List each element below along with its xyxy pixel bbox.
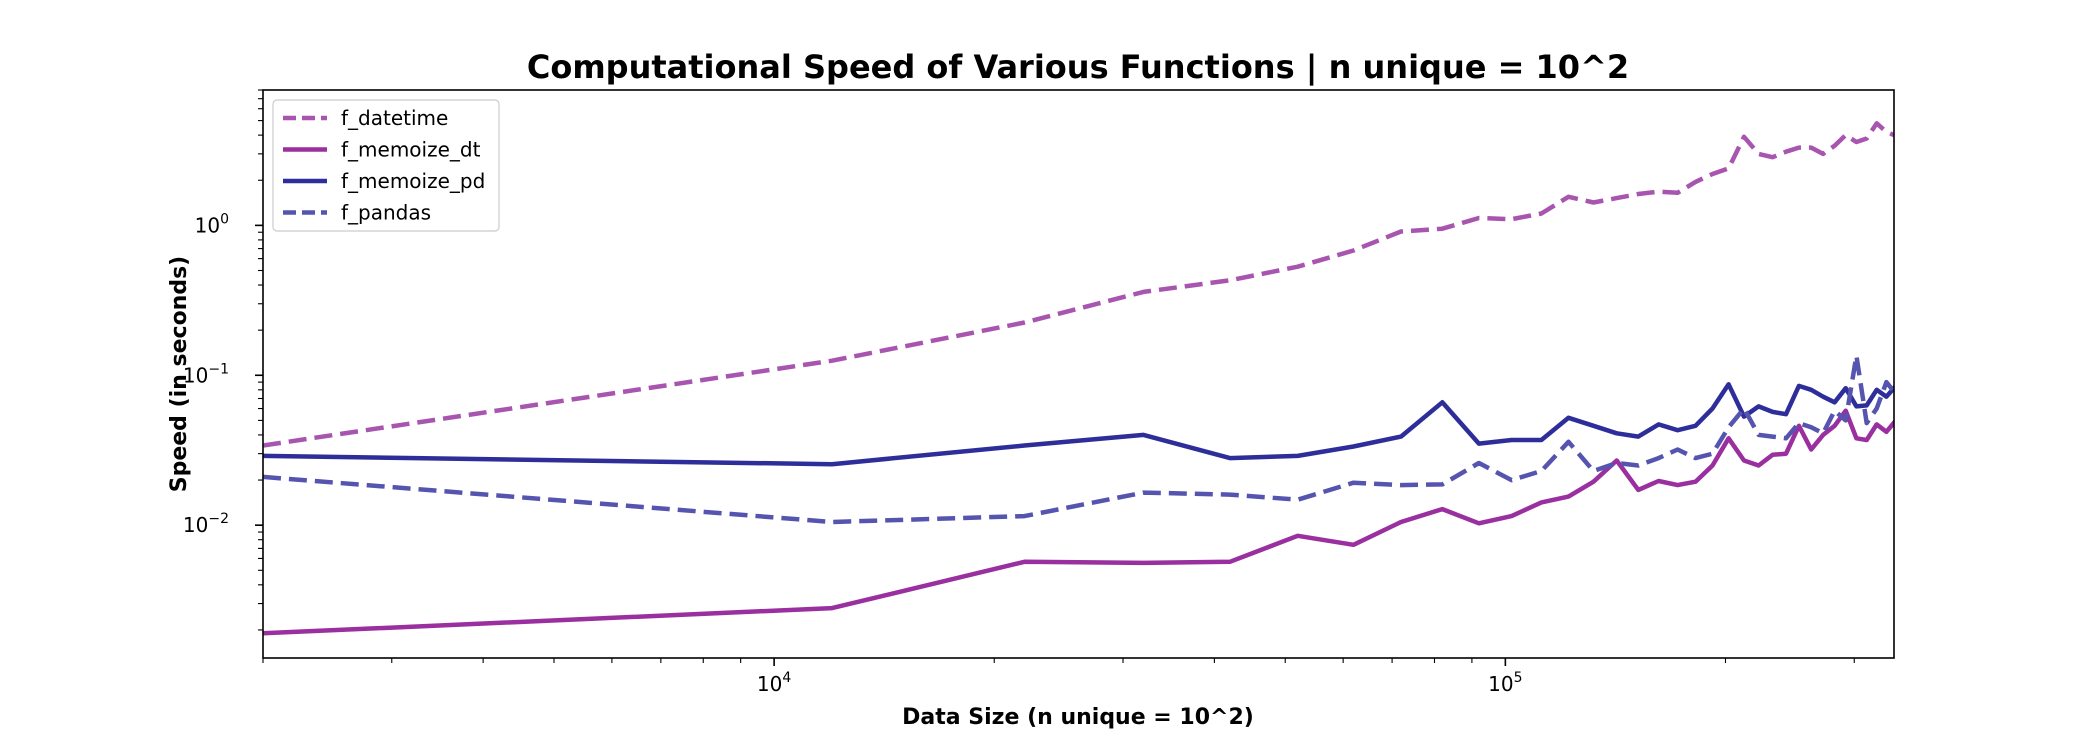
y-axis-label: Speed (in seconds) xyxy=(167,256,192,493)
plot-area-frame xyxy=(262,89,1895,659)
legend-label-f_datetime: f_datetime xyxy=(341,106,448,130)
y-axis: 10−2 10−1 100 xyxy=(183,89,263,631)
series-layer xyxy=(263,121,1894,636)
series-line-f_datetime xyxy=(263,121,1894,448)
x-tick-label: 104 xyxy=(757,670,791,696)
legend-label-f_memoize_dt: f_memoize_dt xyxy=(341,138,481,162)
chart-title: Computational Speed of Various Functions… xyxy=(527,48,1629,87)
legend-frame xyxy=(272,99,500,232)
legend-label-f_pandas: f_pandas xyxy=(341,201,431,225)
legend: f_datetime f_memoize_dt f_memoize_pd f_pand… xyxy=(272,99,500,232)
x-axis: 104 105 xyxy=(262,658,1855,696)
y-tick-label: 100 xyxy=(195,211,229,237)
series-line-f_pandas xyxy=(263,353,1894,525)
y-tick-label: 10−2 xyxy=(183,511,229,537)
x-tick-label: 105 xyxy=(1488,670,1522,696)
series-line-f_memoize_dt xyxy=(263,408,1894,636)
legend-label-f_memoize_pd: f_memoize_pd xyxy=(341,169,485,193)
y-tick-label: 10−1 xyxy=(183,361,229,387)
series-line-f_memoize_pd xyxy=(263,382,1894,467)
x-axis-label: Data Size (n unique = 10^2) xyxy=(902,705,1254,730)
